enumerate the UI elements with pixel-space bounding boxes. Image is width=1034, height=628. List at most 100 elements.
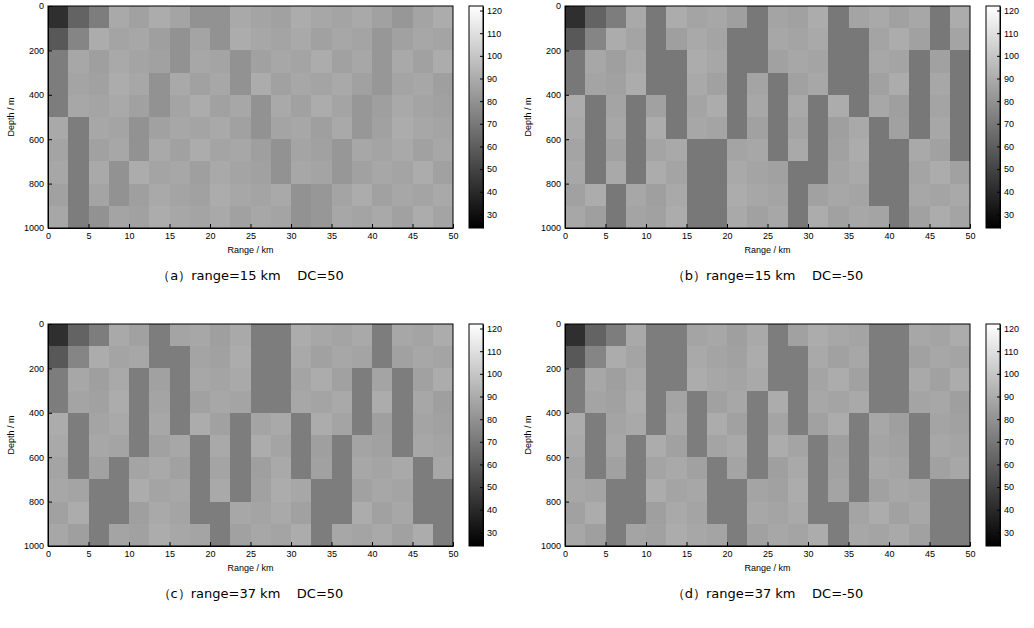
cell [889, 206, 909, 228]
cell [930, 413, 950, 435]
colorbar-axis: 30405060708090100110120 [480, 324, 502, 547]
cell [909, 457, 929, 479]
cell [909, 184, 929, 206]
cell [747, 206, 767, 228]
cell [291, 184, 311, 206]
cell [392, 346, 412, 368]
cell [646, 50, 666, 72]
cell [210, 413, 230, 435]
cell [889, 50, 909, 72]
cell [190, 184, 210, 206]
tick: 25 [246, 224, 256, 241]
cell [727, 50, 747, 72]
y-axis-title: Depth / m [6, 415, 16, 454]
tick: 40 [884, 542, 894, 559]
cell [129, 391, 149, 413]
cell [311, 368, 331, 390]
cell [828, 28, 848, 50]
cell [666, 95, 686, 117]
tick: 400 [29, 90, 52, 100]
cell [930, 346, 950, 368]
tick-mark [480, 124, 483, 125]
cell [68, 117, 88, 139]
cell [808, 206, 828, 228]
tick-mark [48, 139, 52, 140]
cell [392, 413, 412, 435]
cell [646, 139, 666, 161]
cell [109, 28, 129, 50]
cell [251, 95, 271, 117]
tick-label: 50 [1004, 482, 1014, 492]
cell [808, 95, 828, 117]
cell [950, 346, 970, 368]
cell [788, 524, 808, 546]
cell [372, 391, 392, 413]
cell [828, 161, 848, 183]
cell [930, 368, 950, 390]
cell [109, 161, 129, 183]
tick: 30 [803, 224, 813, 241]
cell [190, 457, 210, 479]
tick-label: 35 [327, 549, 337, 559]
cell [149, 28, 169, 50]
tick-label: 200 [29, 46, 44, 56]
cell [849, 391, 869, 413]
cell [48, 73, 68, 95]
cell [869, 346, 889, 368]
cell [109, 50, 129, 72]
cell [129, 50, 149, 72]
tick: 90 [997, 392, 1014, 402]
cell [606, 391, 626, 413]
cell [68, 435, 88, 457]
tick: 15 [165, 224, 175, 241]
cell [48, 324, 68, 346]
tick: 60 [480, 142, 497, 152]
cell [950, 139, 970, 161]
cell [606, 50, 626, 72]
cell [727, 324, 747, 346]
tick-label: 70 [1004, 119, 1014, 129]
cell [828, 6, 848, 28]
panel: 0510152025303540455002004006008001000Ran… [523, 1, 1019, 283]
cell [210, 346, 230, 368]
cell [869, 28, 889, 50]
cell [808, 391, 828, 413]
cell [149, 502, 169, 524]
cell [788, 28, 808, 50]
cell [352, 346, 372, 368]
cell [372, 139, 392, 161]
tick-mark [251, 224, 252, 228]
tick-mark [997, 510, 1000, 511]
cell [606, 28, 626, 50]
cell [372, 6, 392, 28]
tick-mark [480, 169, 483, 170]
cell [230, 479, 250, 501]
cell [271, 73, 291, 95]
cell [849, 346, 869, 368]
cell [230, 139, 250, 161]
cell [747, 368, 767, 390]
cell [687, 413, 707, 435]
tick: 25 [763, 542, 773, 559]
tick-mark [646, 224, 647, 228]
cell [332, 324, 352, 346]
tick: 10 [641, 542, 651, 559]
cell [129, 479, 149, 501]
x-axis-title: Range / km [744, 563, 790, 573]
tick: 70 [480, 437, 497, 447]
cell [352, 457, 372, 479]
cell [352, 95, 372, 117]
cell [909, 6, 929, 28]
cell [210, 161, 230, 183]
cell [727, 161, 747, 183]
tick-label: 50 [1004, 164, 1014, 174]
cell [707, 139, 727, 161]
cell [889, 95, 909, 117]
cell [666, 73, 686, 95]
tick: 70 [480, 119, 497, 129]
cell [585, 457, 605, 479]
cell [687, 479, 707, 501]
tick: 5 [603, 542, 608, 559]
cell [392, 479, 412, 501]
cell [413, 346, 433, 368]
